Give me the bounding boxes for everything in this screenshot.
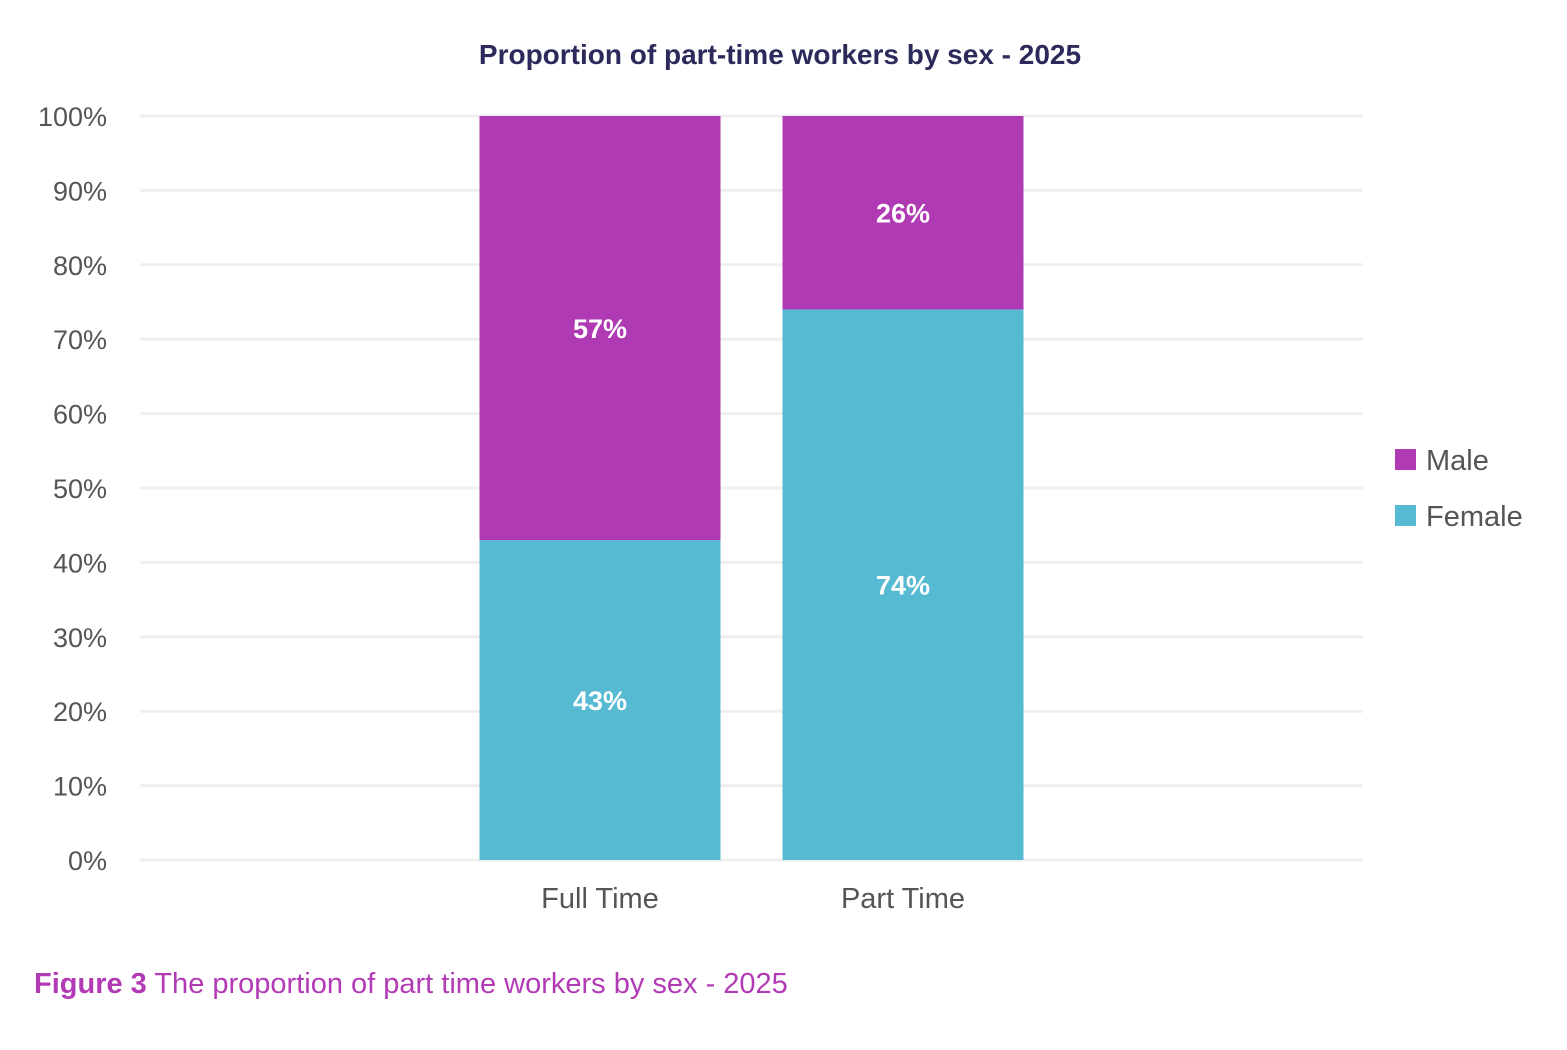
x-tick-label: Part Time	[841, 883, 965, 915]
y-tick-label: 30%	[53, 623, 107, 653]
y-tick-label: 60%	[53, 400, 107, 430]
legend-swatch-female	[1395, 505, 1416, 526]
figure-caption-text: The proportion of part time workers by s…	[146, 968, 788, 1000]
x-tick-label: Full Time	[541, 883, 659, 915]
data-label: 43%	[573, 686, 627, 716]
y-tick-label: 100%	[38, 102, 107, 132]
y-tick-label: 20%	[53, 697, 107, 727]
legend-label-female: Female	[1426, 501, 1523, 533]
chart-title: Proportion of part-time workers by sex -…	[479, 39, 1081, 70]
y-tick-label: 80%	[53, 251, 107, 281]
y-tick-label: 0%	[68, 846, 107, 876]
figure-label: Figure 3	[34, 968, 147, 1000]
y-tick-label: 70%	[53, 325, 107, 355]
bar-female-full-time	[479, 540, 721, 860]
y-tick-label: 90%	[53, 176, 107, 206]
y-tick-label: 50%	[53, 474, 107, 504]
y-tick-label: 10%	[53, 772, 107, 802]
data-label: 26%	[876, 199, 930, 229]
bar-male-part-time	[782, 116, 1024, 310]
figure-caption: Figure 3 The proportion of part time wor…	[34, 968, 788, 1001]
legend-label-male: Male	[1426, 445, 1489, 477]
bar-female-part-time	[782, 309, 1024, 860]
legend-swatch-male	[1395, 449, 1416, 470]
y-tick-label: 40%	[53, 548, 107, 578]
data-label: 74%	[876, 571, 930, 601]
bar-male-full-time	[479, 116, 721, 541]
data-label: 57%	[573, 314, 627, 344]
